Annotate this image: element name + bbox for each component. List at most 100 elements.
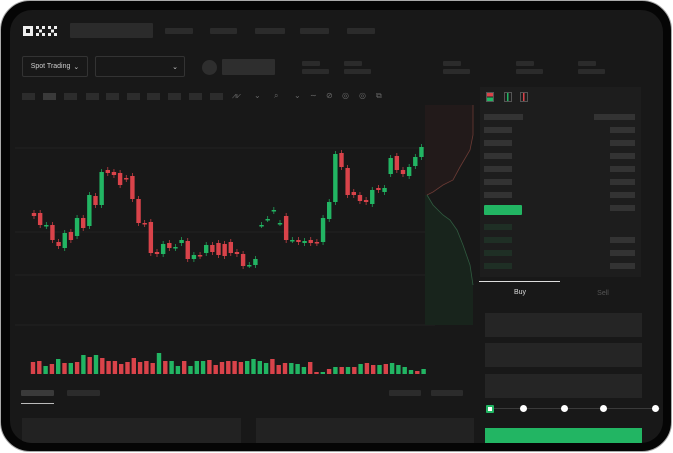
candle-body: [105, 170, 110, 173]
stat-label: [578, 61, 596, 66]
ask-size: [610, 205, 635, 211]
active-tab-underline: [479, 281, 560, 282]
spot-trading-dropdown[interactable]: Spot Trading ⌄: [22, 56, 88, 77]
volume-bar: [62, 363, 67, 374]
volume-bar: [301, 367, 307, 374]
timeframe-button[interactable]: [127, 93, 140, 100]
volume-bar: [219, 362, 225, 374]
volume-bar: [282, 363, 288, 374]
pair-select[interactable]: ⌄: [95, 56, 185, 77]
slider-stop-50[interactable]: [561, 405, 568, 412]
candle-body: [56, 242, 61, 246]
fullscreen-icon[interactable]: ⧉: [376, 91, 382, 100]
candle-body: [413, 157, 418, 166]
dropdown-icon[interactable]: ⌄: [294, 91, 301, 100]
candle-body: [370, 190, 375, 204]
tab-open-orders[interactable]: [21, 390, 54, 396]
candle-body: [148, 222, 154, 253]
tab-sell[interactable]: Sell: [597, 290, 609, 297]
nav-item[interactable]: [165, 28, 193, 34]
orderbook-bids-icon[interactable]: [504, 92, 512, 102]
depth-chart: [425, 105, 474, 325]
bottom-card: [256, 418, 474, 443]
ask-price: [484, 140, 512, 146]
filter-button[interactable]: [431, 390, 463, 396]
orderbook-both-icon[interactable]: [486, 92, 494, 102]
timeframe-button[interactable]: [147, 93, 160, 100]
timeframe-button[interactable]: [43, 93, 56, 100]
orderbook-asks-icon[interactable]: [520, 92, 528, 102]
line-icon[interactable]: ∼: [310, 91, 317, 100]
candle-body: [382, 188, 387, 192]
nav-item[interactable]: [300, 28, 329, 34]
volume-bar: [68, 363, 73, 374]
candle-body: [130, 176, 135, 199]
pair-name: [222, 59, 275, 75]
brush-icon[interactable]: ⊘: [326, 91, 333, 100]
candle-body: [117, 173, 123, 185]
volume-bar: [352, 367, 357, 374]
stat-label: [516, 61, 534, 66]
volume-bar: [144, 361, 149, 374]
candle-body: [204, 245, 209, 253]
filter-button[interactable]: [389, 390, 421, 396]
timeframe-button[interactable]: [22, 93, 35, 100]
timeframe-button[interactable]: [168, 93, 181, 100]
candle-body: [394, 156, 400, 170]
candle-body: [314, 242, 320, 244]
amount-input[interactable]: [485, 343, 642, 367]
volume-bar: [49, 364, 55, 374]
tab-history[interactable]: [67, 390, 100, 396]
candle-body: [277, 223, 283, 225]
draw-icon[interactable]: ⌕: [274, 91, 279, 100]
slider-stop-100[interactable]: [652, 405, 659, 412]
volume-bar: [169, 361, 174, 374]
camera-icon[interactable]: ◎: [342, 91, 349, 100]
candle-body: [247, 265, 252, 267]
tab-buy[interactable]: Buy: [513, 289, 527, 296]
amount-slider-handle[interactable]: [486, 405, 494, 413]
bid-price: [484, 250, 512, 256]
timeframe-button[interactable]: [86, 93, 99, 100]
chevron-down-icon: ⌄: [73, 63, 80, 71]
indicator-icon[interactable]: ⩘⩗: [232, 91, 242, 100]
price-input[interactable]: [485, 313, 642, 337]
candlestick-chart[interactable]: [15, 105, 485, 380]
candle-body: [320, 218, 326, 242]
chart-type-icon[interactable]: ⌄: [254, 91, 261, 100]
volume-bar: [226, 361, 231, 374]
candle-body: [62, 233, 67, 248]
settings-icon[interactable]: ◎: [359, 91, 366, 100]
candle-body: [93, 196, 98, 205]
candle-body: [302, 241, 307, 243]
trading-screen: Spot Trading ⌄ ⌄ ⩘⩗ ⌄ ⌕ ⌄ ∼ ⊘ ◎ ◎ ⧉ Buy …: [10, 10, 663, 443]
slider-stop-25[interactable]: [520, 405, 527, 412]
candle-body: [191, 255, 197, 259]
candle-body: [363, 200, 369, 202]
volume-bar: [125, 362, 130, 374]
timeframe-button[interactable]: [106, 93, 119, 100]
search-bar[interactable]: [70, 23, 153, 38]
timeframe-button[interactable]: [210, 93, 223, 100]
slider-stop-75[interactable]: [600, 405, 607, 412]
orderbook-header: [594, 114, 635, 120]
volume-bar: [131, 358, 136, 374]
amount-slider-track[interactable]: [490, 408, 660, 409]
timeframe-button[interactable]: [64, 93, 77, 100]
volume-bar: [320, 372, 325, 374]
candle-body: [333, 154, 338, 202]
candle-body: [376, 188, 381, 190]
total-input[interactable]: [485, 374, 642, 398]
nav-item[interactable]: [347, 28, 375, 34]
volume-bar: [112, 361, 118, 374]
volume-bar: [100, 358, 105, 374]
ask-size: [610, 166, 635, 172]
timeframe-button[interactable]: [189, 93, 202, 100]
nav-item[interactable]: [255, 28, 285, 34]
volume-bar: [415, 371, 420, 374]
volume-bar: [408, 370, 414, 374]
nav-item[interactable]: [210, 28, 237, 34]
buy-button[interactable]: [485, 428, 642, 443]
bid-price: [484, 224, 512, 230]
candle-body: [327, 202, 332, 219]
